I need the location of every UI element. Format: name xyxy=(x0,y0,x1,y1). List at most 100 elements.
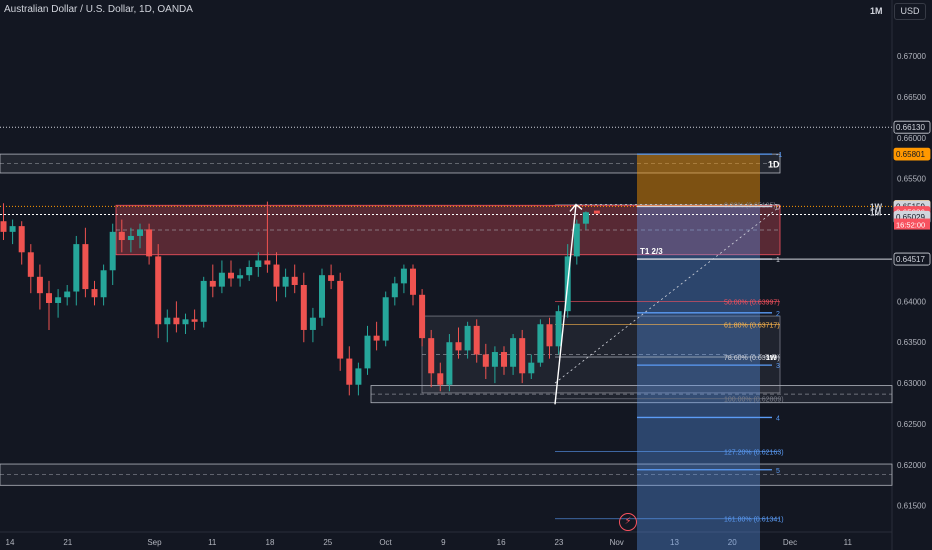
candle-body xyxy=(273,264,280,287)
level-tag: 1W xyxy=(870,202,882,211)
target-label: -1 xyxy=(776,152,782,159)
y-tick-label: 0.62000 xyxy=(897,461,926,470)
y-tick-label: 0.62500 xyxy=(897,420,926,429)
target-label: 4 xyxy=(776,415,780,422)
candle-body xyxy=(155,256,162,325)
candle-body xyxy=(146,229,153,257)
fib-label: 61.80% (0.63717) xyxy=(724,322,780,329)
candle-body xyxy=(237,275,244,279)
candle-body xyxy=(173,317,180,325)
candle-body xyxy=(73,244,80,292)
candle-body xyxy=(300,284,307,330)
candle-body xyxy=(36,276,43,294)
candle-body xyxy=(9,226,16,232)
candle-body xyxy=(264,260,271,265)
y-tick-label: 0.63000 xyxy=(897,379,926,388)
candle-body xyxy=(400,268,407,284)
x-tick-label: 11 xyxy=(844,538,853,547)
candle-body xyxy=(109,231,116,271)
y-tick-label: 0.66000 xyxy=(897,134,926,143)
candle-body xyxy=(118,231,125,241)
x-tick-label: 16 xyxy=(497,538,506,547)
candle-body xyxy=(191,319,198,322)
x-tick-label: 14 xyxy=(6,538,15,547)
candle-body xyxy=(100,270,107,298)
candle-body xyxy=(0,221,7,232)
price-tag-label: 0.65801 xyxy=(896,150,925,159)
fib-label: 78.60% (0.63319) xyxy=(724,355,780,362)
timeframe-badge: 1M xyxy=(870,6,883,16)
candle-body xyxy=(319,275,325,318)
candle-body xyxy=(391,283,398,298)
y-tick-label: 0.63500 xyxy=(897,338,926,347)
candle-body xyxy=(355,368,362,385)
candle-body xyxy=(337,280,344,359)
candle-body xyxy=(491,352,498,367)
candle-body xyxy=(209,280,216,287)
x-tick-label: 20 xyxy=(728,538,737,547)
price-tag-label: 0.65029 xyxy=(896,213,925,222)
candle-body xyxy=(501,352,507,367)
x-tick-label: 25 xyxy=(323,538,332,547)
candle-body xyxy=(464,325,471,351)
candle-body xyxy=(555,311,562,347)
candle-body xyxy=(18,226,25,253)
price-tag xyxy=(893,147,931,161)
target-label: 1 xyxy=(776,257,780,264)
candle-body xyxy=(127,235,134,241)
candle-body xyxy=(419,294,426,339)
candle-body xyxy=(473,325,480,355)
target-zone-top xyxy=(637,154,760,207)
candle-body xyxy=(246,267,253,276)
candle-body xyxy=(482,354,489,367)
y-tick-label: 0.67000 xyxy=(897,52,926,61)
candle-body xyxy=(428,338,435,374)
candle-body xyxy=(282,276,289,287)
y-tick-label: 0.65500 xyxy=(897,175,926,184)
candle-body xyxy=(228,272,234,279)
fib-label: 50.00% (0.63997) xyxy=(724,300,780,307)
candle-body xyxy=(200,280,207,322)
fib-label: 100.00% (0.62809) xyxy=(724,397,784,404)
x-tick-label: 13 xyxy=(670,538,679,547)
candle-body xyxy=(573,223,580,257)
candle-body xyxy=(328,275,335,281)
candle-body xyxy=(91,289,98,298)
currency-button[interactable]: USD xyxy=(894,3,926,20)
x-tick-label: 23 xyxy=(554,538,563,547)
countdown-label: 16:52:00 xyxy=(896,221,925,230)
target-label: 0 xyxy=(776,204,780,211)
candle-body xyxy=(55,297,62,303)
candle-body xyxy=(346,358,353,385)
annotation-t1: T1 2/3 xyxy=(640,247,663,256)
price-tag xyxy=(893,120,931,134)
candle-body xyxy=(528,362,535,374)
candle-body xyxy=(537,324,544,363)
x-tick-label: Dec xyxy=(783,538,797,547)
trend-arrow xyxy=(554,204,577,405)
candle-body xyxy=(455,342,462,351)
candle-body xyxy=(364,335,371,369)
candle-body xyxy=(582,212,589,224)
target-zone-body xyxy=(637,206,760,550)
candle-body xyxy=(309,317,316,330)
annotation-weekly: 1W xyxy=(766,355,777,362)
candle-body xyxy=(46,293,52,303)
x-tick-label: 9 xyxy=(441,538,446,547)
candle-body xyxy=(27,252,34,277)
candle-body xyxy=(546,324,553,347)
fib-label: 127.20% (0.62163) xyxy=(724,450,784,457)
x-tick-label: Sep xyxy=(147,538,162,547)
candle-body xyxy=(218,272,225,287)
zone-label: 1D xyxy=(768,160,780,170)
y-tick-label: 0.61500 xyxy=(897,502,926,511)
x-tick-label: 21 xyxy=(63,538,72,547)
chart-title: Australian Dollar / U.S. Dollar, 1D, OAN… xyxy=(4,4,193,15)
target-label: 5 xyxy=(776,468,780,475)
candle-body xyxy=(137,229,143,236)
candle-body xyxy=(382,297,389,341)
lightning-icon[interactable]: ⚡ xyxy=(619,513,637,531)
candle-body xyxy=(64,291,71,298)
candle-body xyxy=(373,335,380,341)
